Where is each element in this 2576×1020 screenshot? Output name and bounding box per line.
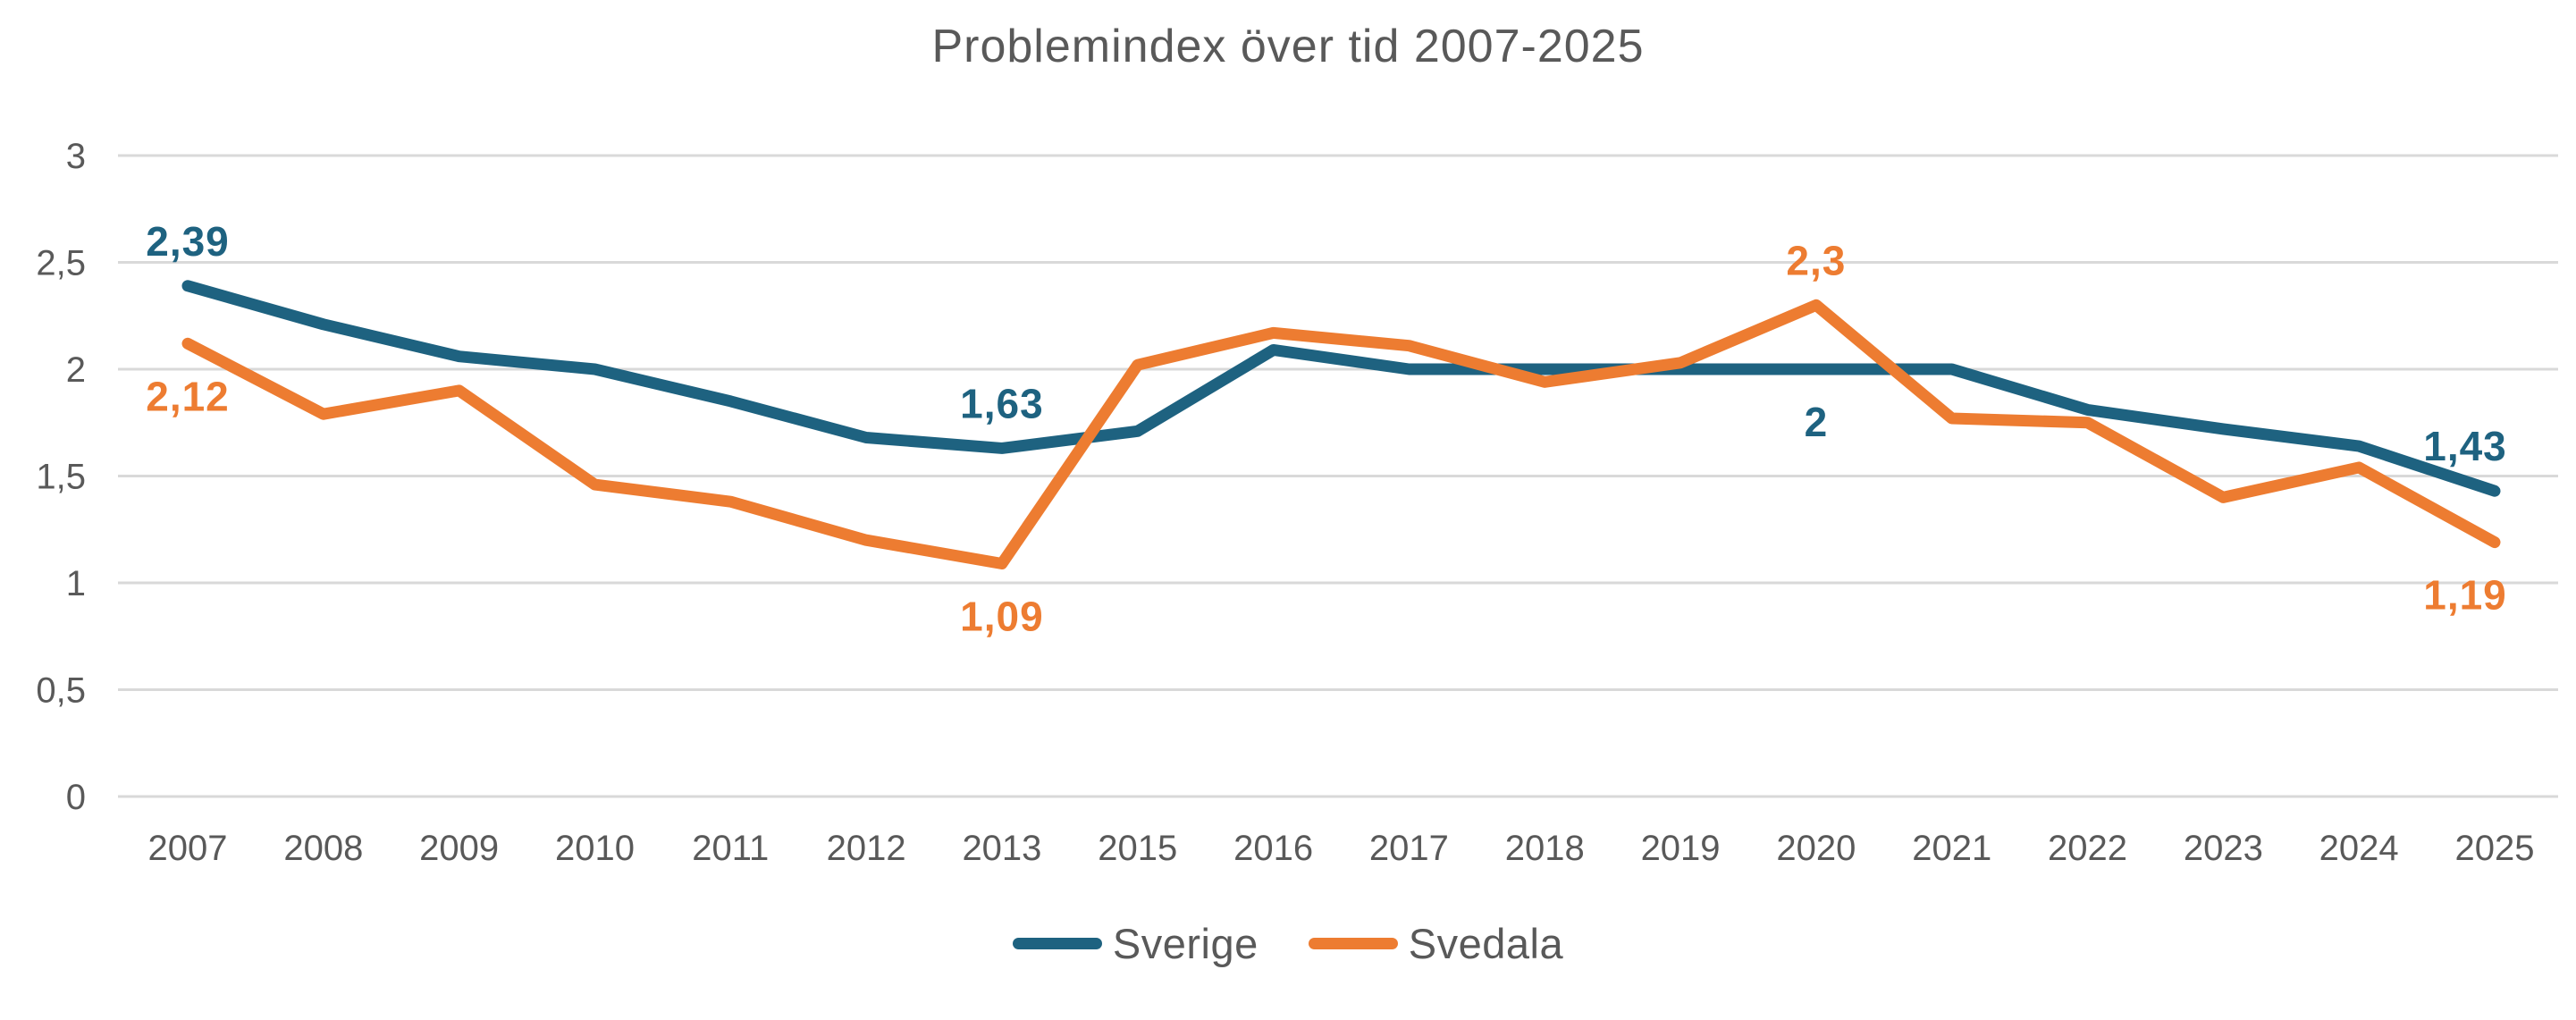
legend: Sverige Svedala xyxy=(0,919,2576,968)
chart-title: Problemindex över tid 2007-2025 xyxy=(931,21,1645,72)
y-tick-label: 1 xyxy=(66,564,86,603)
point-labels: 2,39 2,12 1,63 1,09 2,3 2 1,43 1,19 xyxy=(146,218,2507,640)
x-tick-label: 2021 xyxy=(1912,829,1991,868)
legend-swatch-sverige xyxy=(1012,938,1102,949)
gridlines xyxy=(118,154,2558,798)
y-tick-label: 3 xyxy=(66,137,86,176)
x-tick-label: 2018 xyxy=(1505,829,1585,868)
y-tick-label: 2,5 xyxy=(36,244,86,283)
point-label-svedala-2020: 2,3 xyxy=(1786,237,1846,283)
series-line-sverige xyxy=(181,280,2501,497)
x-tick-label: 2011 xyxy=(692,829,769,868)
x-tick-label: 2007 xyxy=(148,829,228,868)
x-tick-label: 2013 xyxy=(962,829,1041,868)
legend-item-svedala: Svedala xyxy=(1308,919,1564,968)
point-label-svedala-2007: 2,12 xyxy=(146,373,230,419)
y-tick-label: 1,5 xyxy=(36,458,86,497)
y-tick-label: 2 xyxy=(66,350,86,390)
x-tick-label: 2015 xyxy=(1098,829,1177,868)
point-label-sverige-2025: 1,43 xyxy=(2423,423,2507,469)
x-tick-label: 2023 xyxy=(2184,829,2263,868)
y-tick-label: 0 xyxy=(66,778,86,817)
x-tick-label: 2019 xyxy=(1641,829,1721,868)
x-tick-label: 2012 xyxy=(827,829,906,868)
legend-label-svedala: Svedala xyxy=(1408,920,1564,967)
point-label-sverige-2007: 2,39 xyxy=(146,218,230,265)
x-tick-label: 2025 xyxy=(2455,829,2535,868)
y-tick-label: 0,5 xyxy=(36,671,86,711)
x-tick-label: 2024 xyxy=(2319,829,2399,868)
x-tick-label: 2016 xyxy=(1233,829,1313,868)
point-label-svedala-2025: 1,19 xyxy=(2423,572,2507,619)
x-tick-label: 2017 xyxy=(1369,829,1449,868)
x-tick-label: 2020 xyxy=(1776,829,1856,868)
point-label-svedala-2013: 1,09 xyxy=(960,593,1044,639)
x-axis-labels: 2007 2008 2009 2010 2011 2012 2013 2015 2016 2017… xyxy=(148,829,2535,868)
legend-item-sverige: Sverige xyxy=(1012,919,1259,968)
legend-swatch-svedala xyxy=(1308,938,1398,949)
x-tick-label: 2008 xyxy=(283,829,363,868)
series-line-svedala xyxy=(181,299,2501,569)
y-axis-labels: 0 0,5 1 1,5 2 2,5 3 xyxy=(36,137,86,817)
point-label-sverige-2020: 2 xyxy=(1805,399,1829,445)
x-tick-label: 2010 xyxy=(555,829,635,868)
x-tick-label: 2009 xyxy=(419,829,499,868)
legend-label-sverige: Sverige xyxy=(1112,920,1259,967)
x-tick-label: 2022 xyxy=(2048,829,2127,868)
point-label-sverige-2013: 1,63 xyxy=(960,380,1044,426)
